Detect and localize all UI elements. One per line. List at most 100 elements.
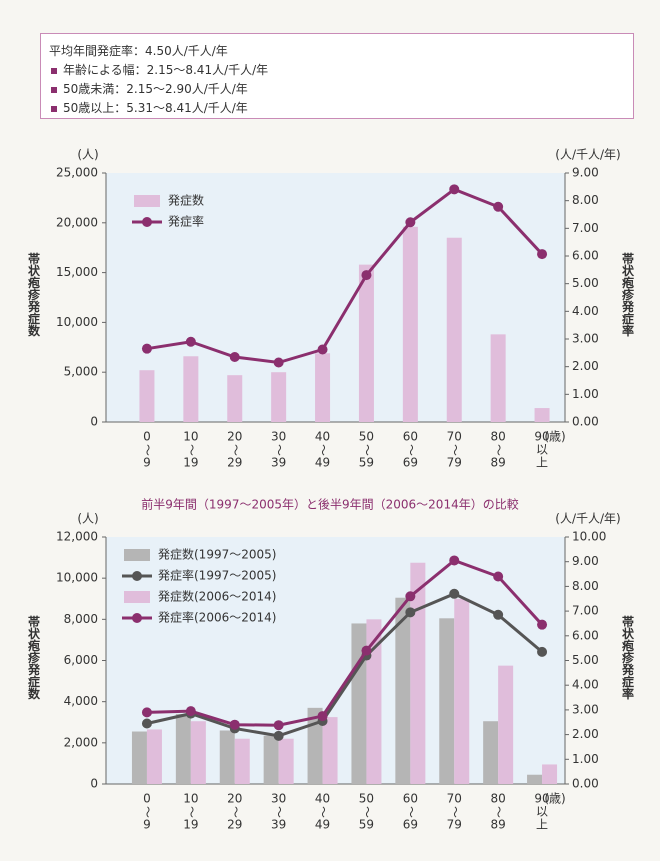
bar bbox=[446, 237, 462, 422]
y2-tick-label: 7.00 bbox=[572, 221, 599, 235]
y2-tick-label: 8.00 bbox=[572, 193, 599, 207]
x-tick-label: 39 bbox=[271, 456, 286, 470]
x-tick-label: 40 bbox=[315, 792, 330, 806]
y-tick-label: 5,000 bbox=[64, 365, 98, 379]
marker bbox=[273, 720, 284, 731]
x-tick-label: 〜 bbox=[228, 806, 242, 818]
x-tick-label: 〜 bbox=[448, 444, 462, 456]
bar bbox=[395, 597, 411, 784]
bar bbox=[483, 721, 499, 784]
marker bbox=[185, 336, 196, 347]
legend-label: 発症率 bbox=[168, 214, 204, 229]
y2-tick-label: 4.00 bbox=[572, 304, 599, 318]
y2-tick-label: 1.00 bbox=[572, 752, 599, 766]
legend-label: 発症率(1997〜2005) bbox=[158, 568, 276, 583]
bar bbox=[146, 729, 162, 784]
y2-tick-label: 5.00 bbox=[572, 276, 599, 290]
bar bbox=[527, 774, 543, 784]
y2-tick-label: 3.00 bbox=[572, 702, 599, 716]
y-axis-title: 帯状疱疹発症数 bbox=[27, 251, 41, 337]
legend-swatch bbox=[142, 217, 152, 227]
bar bbox=[439, 618, 455, 784]
x-tick-label: 〜 bbox=[228, 444, 242, 456]
y-axis-title: 帯状疱疹発症数 bbox=[27, 614, 41, 700]
y-unit: (人) bbox=[77, 512, 98, 526]
x-tick-label: 69 bbox=[403, 818, 418, 832]
marker bbox=[449, 555, 460, 566]
y2-tick-label: 0.00 bbox=[572, 415, 599, 429]
marker bbox=[537, 619, 548, 630]
y-tick-label: 4,000 bbox=[64, 694, 98, 708]
x-tick-label: 20 bbox=[227, 792, 242, 806]
y-tick-label: 0 bbox=[90, 777, 98, 791]
legend-swatch bbox=[132, 613, 142, 623]
x-tick-label: 49 bbox=[315, 818, 330, 832]
legend-swatch bbox=[124, 591, 150, 603]
x-tick-label: 49 bbox=[315, 456, 330, 470]
legend-label: 発症率(2006〜2014) bbox=[158, 610, 276, 625]
marker bbox=[317, 344, 328, 355]
y-tick-label: 15,000 bbox=[56, 265, 98, 279]
bar bbox=[219, 730, 235, 784]
marker bbox=[405, 217, 416, 228]
legend-swatch bbox=[132, 571, 142, 581]
x-tick-label: 79 bbox=[447, 818, 462, 832]
x-tick-label: 〜 bbox=[140, 806, 154, 818]
marker bbox=[537, 646, 548, 657]
y2-axis-title: 帯状疱疹発症率 bbox=[621, 251, 635, 337]
marker bbox=[493, 571, 504, 582]
x-tick-label: 上 bbox=[536, 456, 548, 470]
x-unit: (歳) bbox=[544, 792, 565, 806]
marker bbox=[493, 609, 504, 620]
x-tick-label: 79 bbox=[447, 456, 462, 470]
x-tick-label: 70 bbox=[447, 792, 462, 806]
chart-title: 前半9年間（1997〜2005年）と後半9年間（2006〜2014年）の比較 bbox=[141, 497, 518, 512]
bar bbox=[315, 353, 331, 422]
marker bbox=[449, 588, 460, 599]
marker bbox=[405, 607, 416, 618]
legend-label: 発症数(1997〜2005) bbox=[158, 547, 276, 562]
marker bbox=[273, 357, 284, 368]
x-tick-label: 69 bbox=[403, 456, 418, 470]
x-tick-label: 20 bbox=[227, 430, 242, 444]
x-tick-label: 〜 bbox=[448, 806, 462, 818]
legend-label: 発症数(2006〜2014) bbox=[158, 589, 276, 604]
y2-tick-label: 9.00 bbox=[572, 554, 599, 568]
x-tick-label: 〜 bbox=[184, 806, 198, 818]
x-tick-label: 0 bbox=[143, 792, 151, 806]
x-tick-label: 90 bbox=[534, 792, 549, 806]
bar bbox=[366, 619, 382, 784]
marker bbox=[317, 711, 328, 722]
marker bbox=[537, 249, 548, 260]
marker bbox=[229, 719, 240, 730]
marker bbox=[493, 201, 504, 212]
x-tick-label: 0 bbox=[143, 430, 151, 444]
y-tick-label: 8,000 bbox=[64, 612, 98, 626]
marker bbox=[273, 730, 284, 741]
bar bbox=[322, 717, 338, 784]
x-tick-label: 〜 bbox=[272, 806, 286, 818]
y2-tick-label: 6.00 bbox=[572, 628, 599, 642]
x-tick-label: 〜 bbox=[184, 444, 198, 456]
x-tick-label: 以 bbox=[536, 805, 548, 819]
marker bbox=[141, 707, 152, 718]
x-tick-label: 60 bbox=[403, 430, 418, 444]
bar bbox=[410, 562, 426, 784]
x-tick-label: 89 bbox=[491, 818, 506, 832]
x-tick-label: 10 bbox=[183, 792, 198, 806]
line bbox=[146, 592, 544, 738]
marker bbox=[185, 706, 196, 717]
bar bbox=[190, 721, 206, 784]
y2-tick-label: 0.00 bbox=[572, 777, 599, 791]
marker bbox=[141, 343, 152, 354]
x-tick-label: 90 bbox=[534, 430, 549, 444]
y2-tick-label: 7.00 bbox=[572, 604, 599, 618]
x-tick-label: 〜 bbox=[316, 444, 330, 456]
y2-tick-label: 4.00 bbox=[572, 678, 599, 692]
x-tick-label: 50 bbox=[359, 792, 374, 806]
x-tick-label: 19 bbox=[183, 818, 198, 832]
marker bbox=[361, 270, 372, 281]
x-tick-label: 50 bbox=[359, 430, 374, 444]
x-tick-label: 29 bbox=[227, 456, 242, 470]
info-item: 年齢による幅：2.15〜8.41人/千人/年 bbox=[49, 61, 625, 80]
